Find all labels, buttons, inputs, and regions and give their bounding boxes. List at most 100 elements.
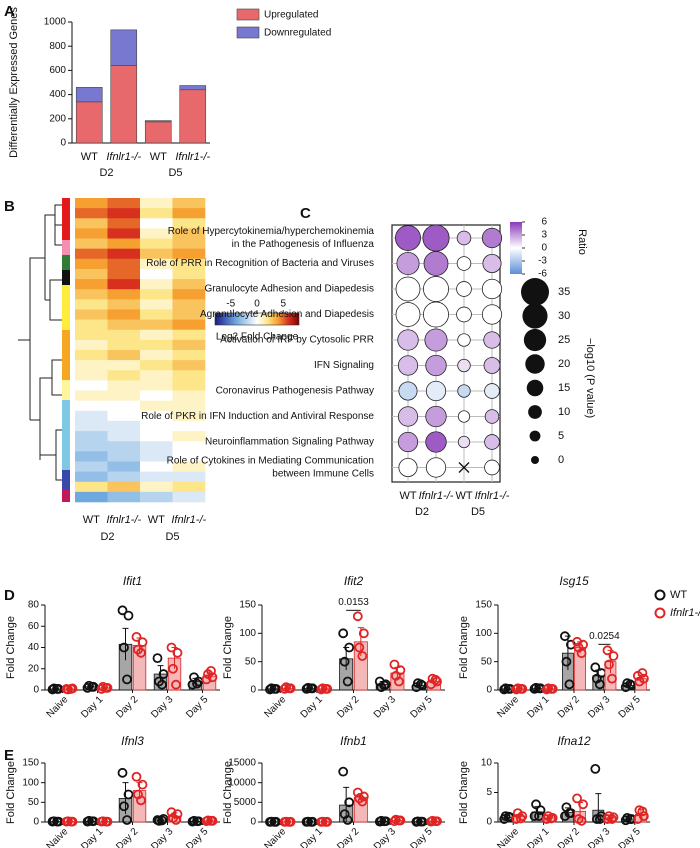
ratio-colorbar xyxy=(510,222,522,274)
y-tick-label: 400 xyxy=(49,89,66,100)
data-point xyxy=(358,791,369,802)
data-point xyxy=(131,631,142,642)
y-axis-label: Fold Change xyxy=(5,761,17,824)
colorbar-tick-label: -5 xyxy=(226,299,235,310)
group-label: D2 xyxy=(415,506,429,518)
data-point xyxy=(389,816,400,827)
data-point xyxy=(201,674,212,685)
data-point xyxy=(306,683,316,694)
y-tick-label: 50 xyxy=(245,656,257,667)
pathway-label: Activation of IRF by Cytosolic PRR xyxy=(220,335,374,346)
bubble xyxy=(395,302,421,327)
heatmap-cell xyxy=(140,279,173,290)
data-point xyxy=(531,799,541,810)
heatmap-cell xyxy=(75,360,108,371)
data-point xyxy=(131,771,142,782)
data-point xyxy=(594,679,605,690)
y-axis-label: Fold Change xyxy=(5,616,17,679)
y-axis-label: Fold Change xyxy=(458,761,470,824)
dendrogram xyxy=(18,204,62,481)
heatmap-cell xyxy=(140,319,173,331)
heatmap-cell xyxy=(75,329,108,341)
p-value-label: 0.0254 xyxy=(589,631,620,642)
heatmap-cell xyxy=(172,360,206,371)
heatmap-cell xyxy=(140,410,173,422)
heatmap-cell xyxy=(140,451,173,462)
data-point xyxy=(344,797,355,808)
x-tick-label: Day 2 xyxy=(335,694,362,721)
data-point xyxy=(87,816,97,827)
bubble xyxy=(483,357,501,374)
missing-mark xyxy=(458,462,470,473)
heatmap-cell xyxy=(172,218,206,229)
bubble xyxy=(456,306,472,323)
x-tick-label: Day 2 xyxy=(556,694,583,721)
heatmap-cell xyxy=(140,461,173,472)
y-tick-label: 0 xyxy=(33,685,39,696)
data-point xyxy=(394,815,404,826)
x-tick-label: Day 5 xyxy=(617,694,644,721)
y-tick-label: 800 xyxy=(49,41,66,52)
size-label: −log10 (P value) xyxy=(584,338,596,418)
heatmap-cell xyxy=(107,279,141,290)
x-tick-label: WT xyxy=(399,490,416,502)
heatmap-cell xyxy=(172,319,206,331)
bubble xyxy=(457,410,471,423)
x-tick-label: Ifnlr1-/- xyxy=(106,514,141,526)
data-point xyxy=(66,816,76,827)
data-point xyxy=(284,683,295,694)
colorbar-tick-label: 6 xyxy=(541,217,547,228)
data-point xyxy=(158,669,169,679)
data-point xyxy=(192,678,202,689)
bubble xyxy=(484,409,500,424)
y-tick-label: 40 xyxy=(28,642,40,653)
colorbar-tick-label: 5 xyxy=(280,299,286,310)
heatmap-cell xyxy=(140,370,173,381)
x-tick-label: WT xyxy=(83,514,100,526)
y-tick-label: 0 xyxy=(486,817,492,828)
bubble xyxy=(395,225,421,251)
x-tick-label: Day 3 xyxy=(372,826,399,848)
heatmap-cell xyxy=(107,451,141,462)
x-tick-label: Day 2 xyxy=(114,826,141,848)
data-point xyxy=(608,812,619,823)
data-point xyxy=(529,811,540,821)
y-tick-label: 0 xyxy=(60,138,66,149)
heatmap-cell xyxy=(140,248,173,260)
heatmap-cell xyxy=(107,410,141,422)
heatmap-cell xyxy=(75,218,108,229)
data-point xyxy=(561,656,572,667)
data-point xyxy=(117,605,128,616)
heatmap-cell xyxy=(172,471,206,483)
data-point xyxy=(604,659,614,670)
heatmap-cell xyxy=(172,238,206,249)
y-axis-label: Fold Change xyxy=(222,616,234,679)
data-point xyxy=(320,683,331,694)
bubble xyxy=(422,224,450,252)
heatmap-cell xyxy=(140,431,173,442)
heatmap-cell xyxy=(172,289,206,300)
data-point xyxy=(166,807,177,818)
size-legend-bubble xyxy=(528,405,542,419)
heatmap-cell xyxy=(107,390,141,401)
colorbar-label: Log2 Fold Change xyxy=(216,332,299,343)
data-point xyxy=(352,611,363,622)
data-point xyxy=(320,816,331,827)
heatmap-cell xyxy=(172,461,206,472)
heatmap-cell xyxy=(140,218,173,229)
heatmap-cell xyxy=(140,258,173,270)
heatmap-cell xyxy=(107,491,141,503)
heatmap-cell xyxy=(172,309,206,320)
heatmap-cell xyxy=(107,299,141,310)
data-point xyxy=(415,816,426,827)
heatmap-cell xyxy=(140,400,173,412)
data-point xyxy=(637,806,648,817)
pathway-label: Coronavirus Pathogenesis Pathway xyxy=(216,386,374,397)
bubble xyxy=(481,304,503,325)
group-label: D2 xyxy=(99,167,113,179)
data-point xyxy=(123,789,134,800)
heatmap-cell xyxy=(140,208,173,219)
pathway-label: in the Pathogenesis of Influenza xyxy=(232,239,375,250)
heatmap-cell xyxy=(75,238,108,249)
y-tick-label: 600 xyxy=(49,65,66,76)
